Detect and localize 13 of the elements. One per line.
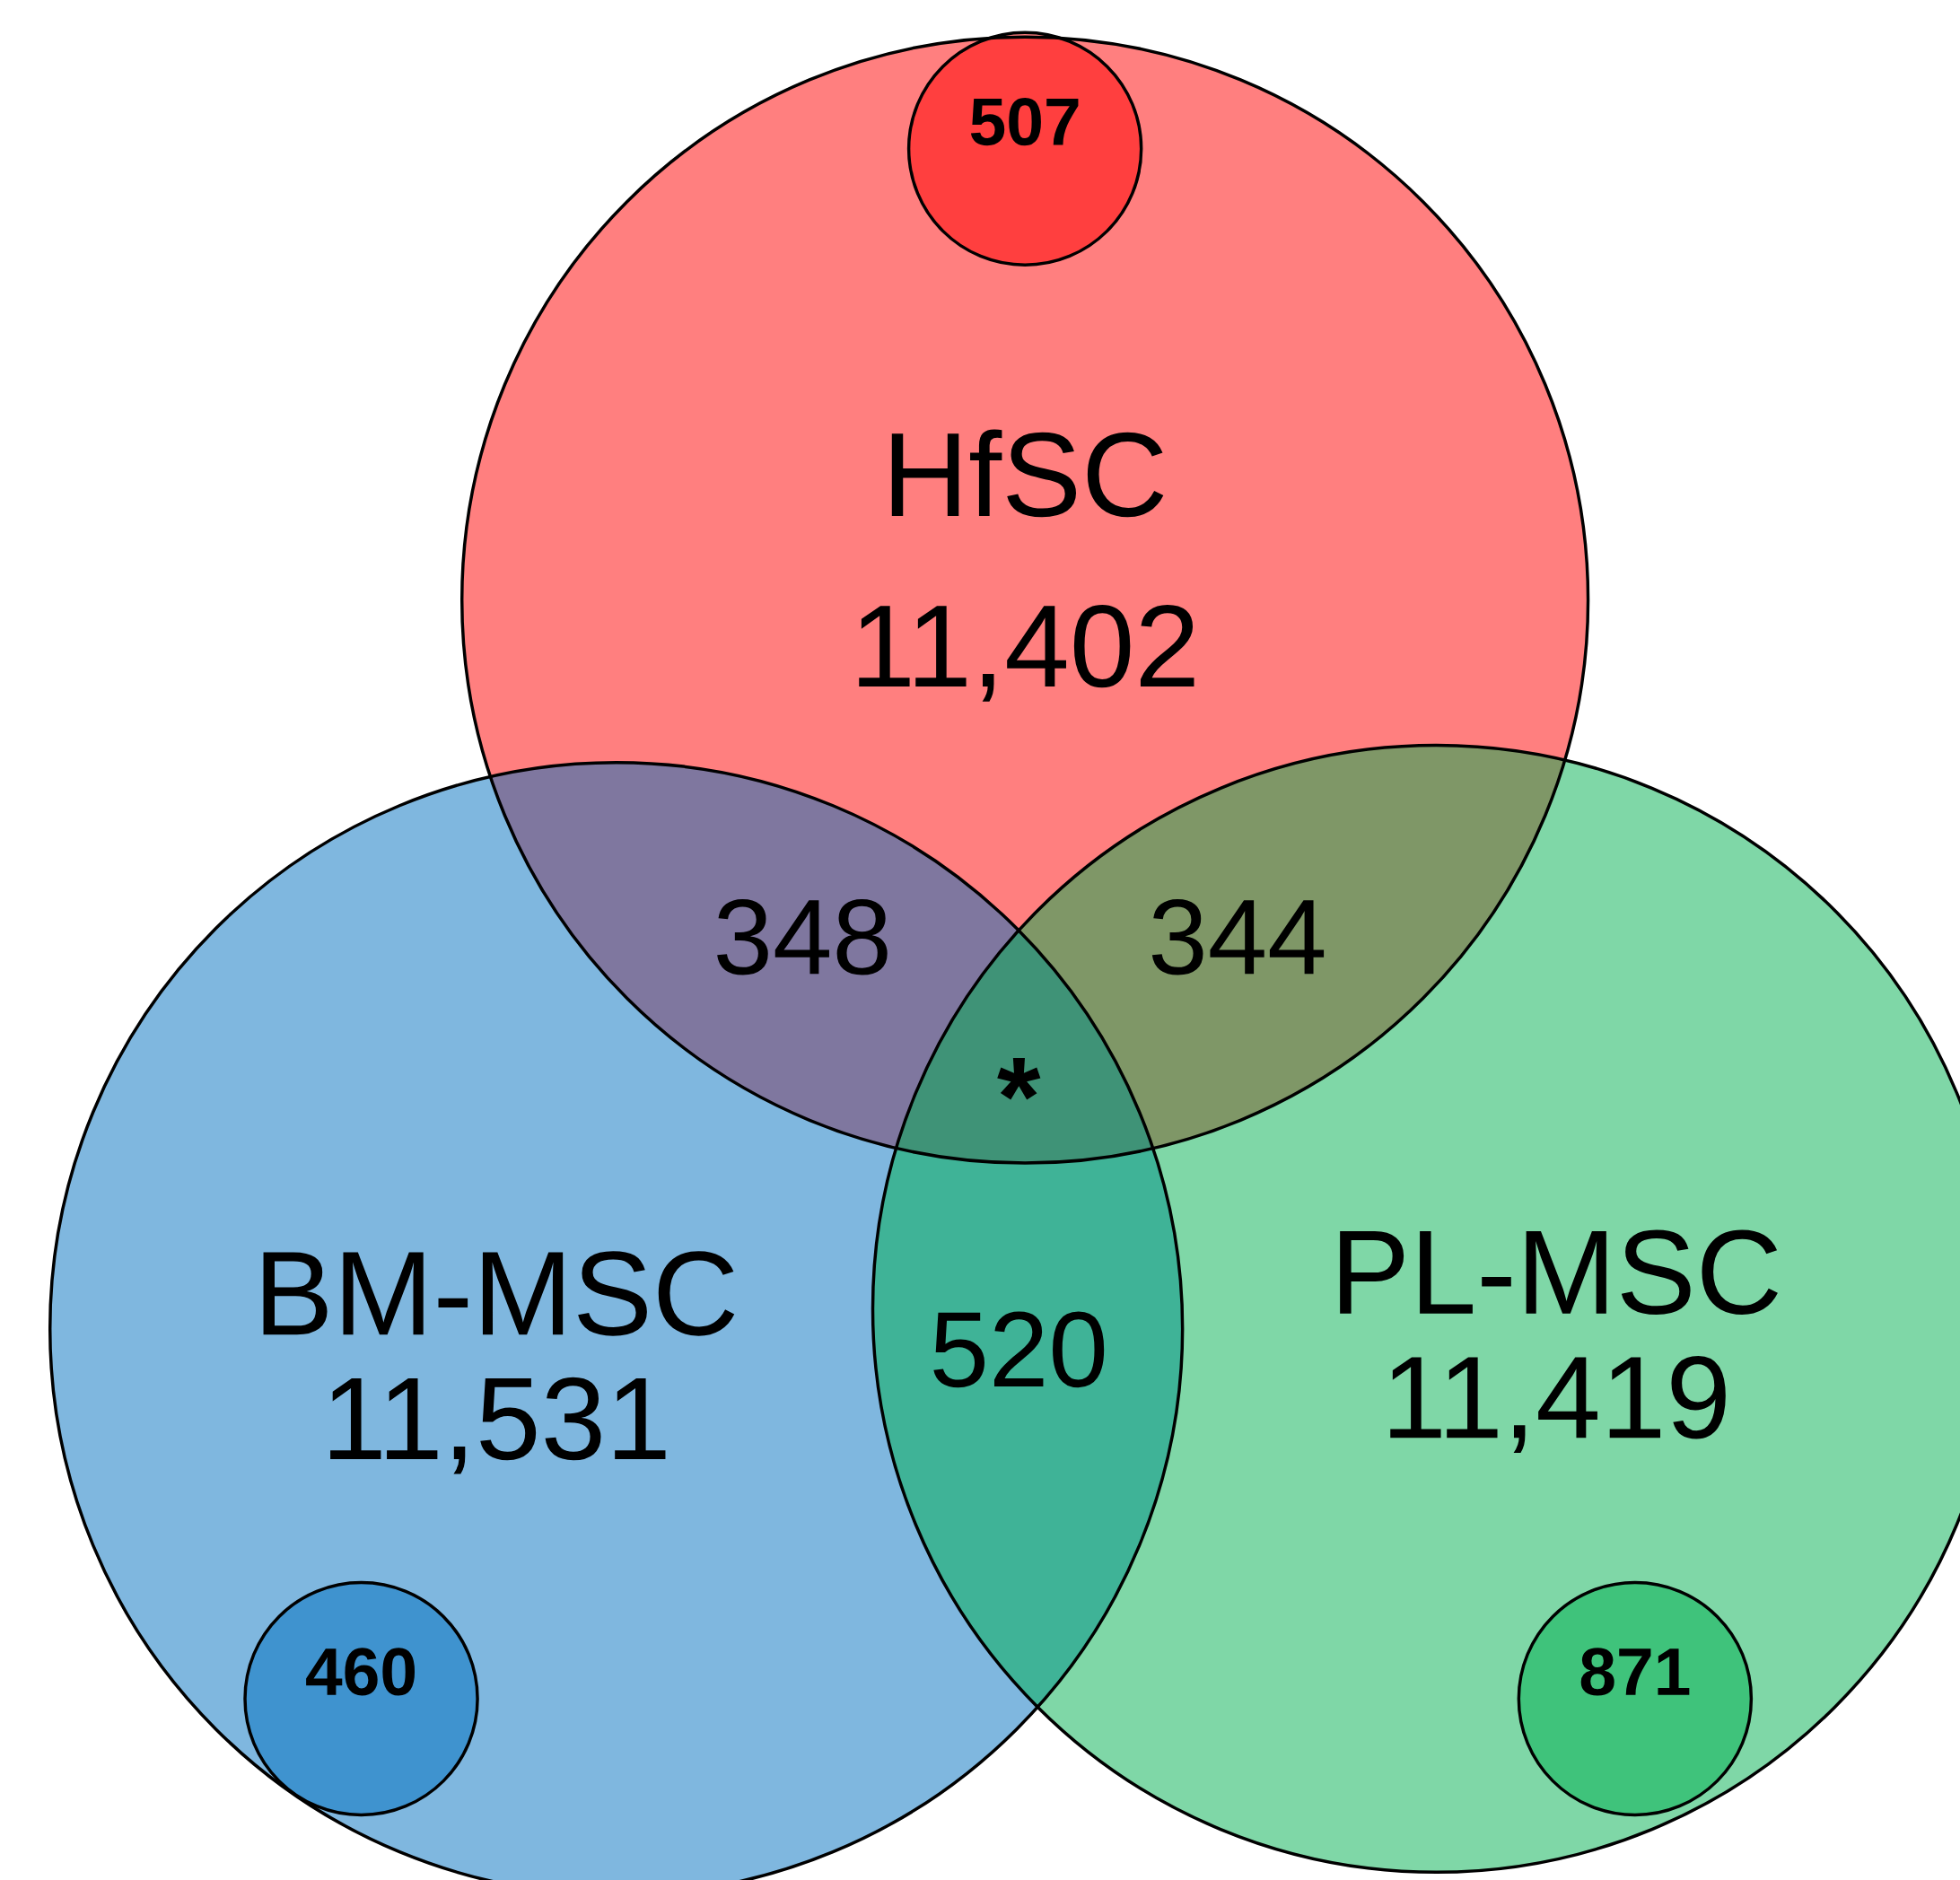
data-label: 11,419	[1390, 1356, 1726, 1453]
text: 520	[933, 1311, 1105, 1388]
text: 348	[717, 898, 888, 975]
text: 871	[1580, 1648, 1690, 1696]
text: 460	[306, 1648, 416, 1696]
category-label: BM-MSC	[263, 1251, 735, 1336]
text: *	[997, 1058, 1041, 1100]
text: 344	[1151, 898, 1325, 975]
data-label: 11,402	[859, 604, 1194, 702]
text: 507	[970, 98, 1079, 146]
category-label: HfSC	[891, 429, 1164, 518]
data-label: 11,531	[330, 1377, 666, 1474]
category-label: PL-MSC	[1340, 1229, 1778, 1315]
